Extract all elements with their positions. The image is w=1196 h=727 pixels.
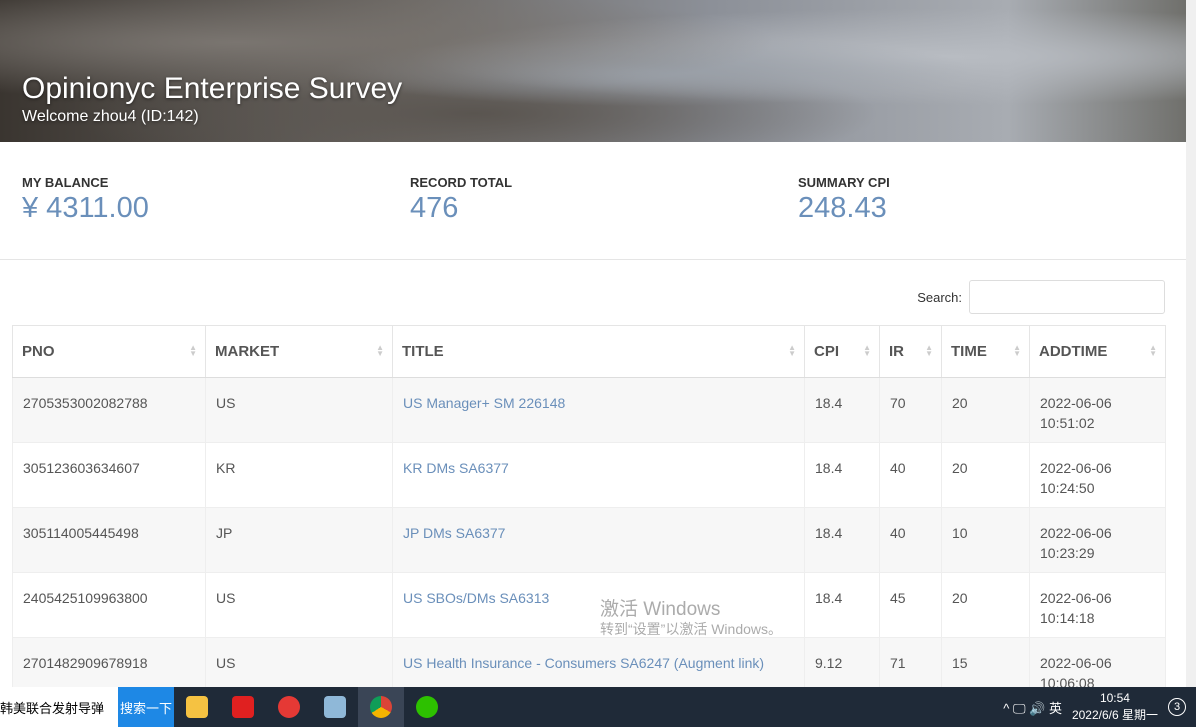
clock[interactable]: 10:54 2022/6/6 星期一 <box>1072 690 1158 724</box>
taskbar: 韩美联合发射导弹 搜索一下 ^ 🖵 🔊 英 10:54 2022/6/6 星期一… <box>0 687 1196 727</box>
survey-table: PNO ▲ ▼ MARKET ▲ ▼ TITLE ▲ ▼ CPI ▲ ▼ IR ▲ ▼ TIME ▲ ▼ ADDTI… <box>12 325 1166 703</box>
page-title: Opinionyc Enterprise Survey <box>22 72 403 105</box>
column-header-addtime[interactable]: ADDTIME ▲ ▼ <box>1029 325 1166 378</box>
sort-icon[interactable]: ▲ ▼ <box>1149 343 1157 358</box>
column-label: TITLE <box>402 343 444 360</box>
column-label: ADDTIME <box>1039 343 1108 360</box>
cell-addtime: 2022-06-06 10:51:02 <box>1029 377 1166 443</box>
stat-value: ¥ 4311.00 <box>22 192 149 224</box>
cell-ir: 70 <box>879 377 942 443</box>
cell-market: US <box>205 377 393 443</box>
table-row: 2405425109963800 US US SBOs/DMs SA6313 18.4… <box>12 572 1166 638</box>
activation-watermark: 激活 Windows <box>600 599 721 620</box>
column-label: TIME <box>951 343 987 360</box>
clock-date: 2022/6/6 星期一 <box>1071 708 1158 722</box>
table-row: 2705353002082788 US US Manager+ SM 226148 1… <box>12 377 1166 443</box>
column-label: IR <box>889 343 904 360</box>
cell-cpi: 18.4 <box>804 507 880 573</box>
cell-pno: 305123603634607 <box>12 442 206 508</box>
chrome-icon[interactable] <box>358 687 404 727</box>
cell-addtime: 2022-06-06 10:24:50 <box>1029 442 1166 508</box>
stat-record-total: RECORD TOTAL 476 <box>410 175 512 225</box>
column-header-cpi[interactable]: CPI ▲ ▼ <box>804 325 880 378</box>
stat-value: 476 <box>410 192 459 224</box>
cell-title: KR DMs SA6377 <box>392 442 805 508</box>
cell-title: US Manager+ SM 226148 <box>392 377 805 443</box>
cell-ir: 40 <box>879 507 942 573</box>
stats-panel: MY BALANCE ¥ 4311.00 RECORD TOTAL 476 SU… <box>0 142 1186 260</box>
notepad-icon[interactable] <box>312 687 358 727</box>
cell-market: KR <box>205 442 393 508</box>
system-tray-icons[interactable]: ^ 🖵 🔊 英 <box>1003 700 1062 716</box>
survey-title-link[interactable]: US SBOs/DMs SA6313 <box>403 590 550 606</box>
table-row: 305114005445498 JP JP DMs SA6377 18.4 40 10 20… <box>12 507 1166 573</box>
cell-pno: 305114005445498 <box>12 507 206 573</box>
column-label: CPI <box>814 343 840 360</box>
sort-icon[interactable]: ▲ ▼ <box>376 343 384 358</box>
cell-ir: 40 <box>879 442 942 508</box>
welcome-text: Welcome zhou4 (ID:142) <box>22 108 199 125</box>
column-header-pno[interactable]: PNO ▲ ▼ <box>12 325 206 378</box>
table-row: 305123603634607 KR KR DMs SA6377 18.4 40 20 20… <box>12 442 1166 508</box>
cell-cpi: 18.4 <box>804 572 880 638</box>
stat-label: MY BALANCE <box>22 175 109 190</box>
activation-watermark-sub: 转到“设置”以激活 Windows。 <box>600 621 783 637</box>
cell-pno: 2705353002082788 <box>12 377 206 443</box>
youdao-icon[interactable] <box>220 687 266 727</box>
taskbar-search-input[interactable]: 韩美联合发射导弹 <box>0 687 118 727</box>
stat-balance: MY BALANCE ¥ 4311.00 <box>22 175 149 225</box>
taskbar-search-button[interactable]: 搜索一下 <box>118 687 174 727</box>
stat-value: 248.43 <box>798 192 887 224</box>
cell-addtime: 2022-06-06 10:23:29 <box>1029 507 1166 573</box>
column-header-market[interactable]: MARKET ▲ ▼ <box>205 325 393 378</box>
file-explorer-icon[interactable] <box>174 687 220 727</box>
column-label: PNO <box>22 343 55 360</box>
survey-title-link[interactable]: US Health Insurance - Consumers SA6247 (… <box>403 655 765 671</box>
search-input[interactable] <box>969 280 1165 314</box>
search-label: Search: <box>917 289 962 305</box>
cell-time: 10 <box>941 507 1030 573</box>
cell-cpi: 18.4 <box>804 442 880 508</box>
sort-icon[interactable]: ▲ ▼ <box>788 343 796 358</box>
stat-label: SUMMARY CPI <box>798 175 890 190</box>
wechat-icon[interactable] <box>404 687 450 727</box>
cell-time: 20 <box>941 572 1030 638</box>
header-banner: Opinionyc Enterprise Survey Welcome zhou… <box>0 0 1186 142</box>
cell-time: 20 <box>941 442 1030 508</box>
stat-label: RECORD TOTAL <box>410 175 513 190</box>
stat-summary-cpi: SUMMARY CPI 248.43 <box>798 175 890 225</box>
sort-icon[interactable]: ▲ ▼ <box>925 343 933 358</box>
column-header-ir[interactable]: IR ▲ ▼ <box>879 325 942 378</box>
clock-time: 10:54 <box>1099 691 1130 705</box>
huawei-music-icon[interactable] <box>266 687 312 727</box>
sort-icon[interactable]: ▲ ▼ <box>863 343 871 358</box>
cell-time: 20 <box>941 377 1030 443</box>
cell-market: JP <box>205 507 393 573</box>
survey-title-link[interactable]: KR DMs SA6377 <box>403 460 509 476</box>
cell-addtime: 2022-06-06 10:14:18 <box>1029 572 1166 638</box>
cell-market: US <box>205 572 393 638</box>
cell-cpi: 18.4 <box>804 377 880 443</box>
sort-icon[interactable]: ▲ ▼ <box>189 343 197 358</box>
cell-title: JP DMs SA6377 <box>392 507 805 573</box>
column-header-time[interactable]: TIME ▲ ▼ <box>941 325 1030 378</box>
cell-title: US SBOs/DMs SA6313 <box>392 572 805 638</box>
cell-ir: 45 <box>879 572 942 638</box>
scrollbar[interactable] <box>1186 0 1196 687</box>
column-header-title[interactable]: TITLE ▲ ▼ <box>392 325 805 378</box>
sort-icon[interactable]: ▲ ▼ <box>1013 343 1021 358</box>
survey-title-link[interactable]: JP DMs SA6377 <box>403 525 506 541</box>
search-box: Search: <box>917 280 1165 314</box>
column-label: MARKET <box>215 343 280 360</box>
notification-icon[interactable]: 3 <box>1168 698 1186 716</box>
survey-title-link[interactable]: US Manager+ SM 226148 <box>403 395 566 411</box>
cell-pno: 2405425109963800 <box>12 572 206 638</box>
